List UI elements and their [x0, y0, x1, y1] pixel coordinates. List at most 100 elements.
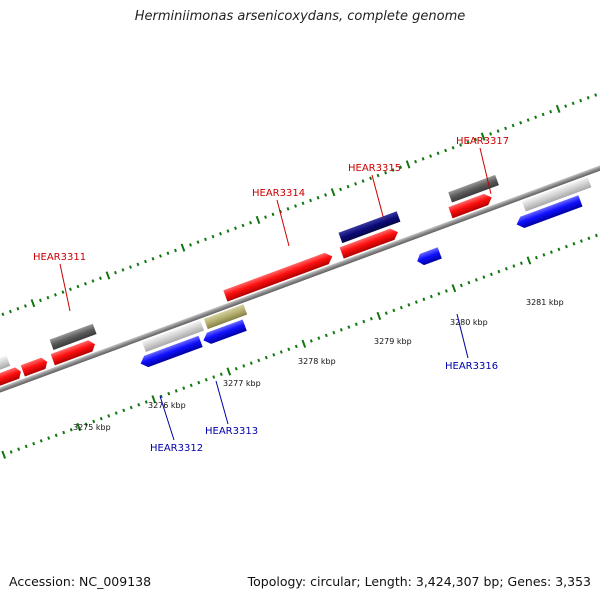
reverse-track-tick — [474, 278, 478, 282]
reverse-track-tick — [39, 439, 43, 443]
reverse-track-tick — [107, 414, 111, 418]
forward-track-tick — [166, 251, 170, 255]
reverse-track-tick — [497, 269, 501, 274]
gene-arrow-forward[interactable] — [20, 356, 50, 377]
forward-track-tick — [474, 137, 478, 142]
reverse-track-tick — [437, 292, 441, 296]
reverse-track-tick — [9, 450, 13, 454]
reverse-track-tick — [62, 430, 66, 435]
gene-arrow-forward-hear3314[interactable] — [223, 251, 334, 302]
reverse-track-tick — [287, 347, 291, 352]
gene-label-hear3315[interactable]: HEAR3315 — [348, 163, 401, 174]
forward-track-tick — [219, 232, 222, 236]
reverse-track-tick — [257, 358, 261, 363]
gene-arrow-reverse[interactable] — [138, 335, 203, 369]
forward-track-tick — [496, 129, 500, 133]
forward-track-tick — [316, 195, 320, 200]
forward-track-tick — [339, 187, 343, 192]
forward-track-tick — [354, 182, 358, 186]
reverse-track-tick — [594, 233, 598, 238]
gene-block-light[interactable] — [521, 176, 592, 212]
reverse-track-tick — [197, 380, 201, 385]
gene-block-navy[interactable] — [338, 211, 401, 244]
forward-track-tick — [249, 220, 252, 225]
forward-track-tick — [271, 212, 275, 217]
forward-track-tick — [234, 226, 237, 231]
forward-track-tick — [324, 193, 328, 197]
forward-track-tick — [174, 248, 177, 253]
forward-track-tick — [264, 215, 267, 219]
gene-block-dark[interactable] — [49, 323, 97, 350]
gene-label-hear3316[interactable]: HEAR3316 — [445, 361, 498, 372]
reverse-track-tick — [189, 383, 193, 388]
reverse-track-tick — [549, 250, 553, 254]
callout-line-hear3317 — [479, 147, 492, 195]
gene-label-hear3317[interactable]: HEAR3317 — [456, 136, 509, 147]
reverse-track-tick — [362, 319, 366, 324]
forward-track-tick — [204, 237, 207, 242]
reverse-track-tick — [174, 389, 178, 393]
forward-track-tick — [451, 146, 455, 150]
gene-label-hear3312[interactable]: HEAR3312 — [150, 443, 203, 454]
gene-arrow-forward-hear3315[interactable] — [339, 227, 400, 259]
forward-track-tick — [114, 270, 117, 275]
gene-arrow-forward[interactable] — [0, 366, 23, 394]
reverse-track-tick — [279, 350, 283, 354]
forward-track-tick — [105, 271, 111, 280]
reverse-track-tick — [92, 419, 96, 424]
forward-track-tick — [144, 259, 147, 264]
gene-arrow-forward-hear3311[interactable] — [50, 339, 97, 366]
forward-track-tick — [8, 309, 12, 314]
forward-track-tick — [68, 287, 72, 292]
reverse-track-tick — [32, 441, 36, 446]
reverse-track-tick — [301, 339, 307, 348]
reverse-track-tick — [54, 433, 58, 438]
reverse-track-tick — [249, 361, 253, 365]
reverse-track-tick — [332, 330, 336, 335]
reverse-callout-lines — [159, 313, 469, 441]
forward-track-tick — [376, 173, 380, 178]
forward-track-tick — [384, 170, 388, 175]
reverse-track-tick — [17, 447, 21, 451]
reverse-track-tick — [482, 275, 486, 279]
reverse-track-tick — [114, 411, 118, 415]
forward-track-tick — [391, 168, 395, 172]
gene-block-olive-hear3313[interactable] — [203, 304, 248, 330]
reverse-track-tick — [451, 284, 457, 293]
gene-arrow-reverse[interactable] — [515, 195, 583, 230]
kbp-label: 3275 kbp — [73, 423, 111, 432]
forward-track-tick — [294, 204, 297, 208]
gene-label-hear3313[interactable]: HEAR3313 — [205, 426, 258, 437]
gene-arrow-reverse[interactable] — [201, 319, 247, 346]
forward-track-tick — [526, 118, 530, 122]
reverse-track-tick — [369, 316, 373, 321]
gene-label-hear3314[interactable]: HEAR3314 — [252, 188, 305, 199]
forward-track-tick — [286, 207, 290, 211]
gene-arrow-forward-hear3317[interactable] — [448, 192, 493, 219]
callout-line-hear3312 — [159, 395, 175, 441]
reverse-track-tick — [137, 403, 141, 407]
reverse-track-tick — [534, 255, 538, 260]
forward-track-tick — [421, 157, 425, 161]
reverse-track-tick — [339, 328, 343, 332]
reverse-track-tick — [99, 416, 103, 421]
callout-line-hear3311 — [59, 263, 71, 312]
reverse-track-tick — [212, 375, 216, 379]
genome-stats-text: Topology: circular; Length: 3,424,307 bp… — [247, 574, 591, 589]
forward-track-tick — [564, 104, 568, 108]
forward-track-tick — [61, 290, 65, 294]
forward-track-tick — [480, 132, 486, 141]
gene-label-hear3311[interactable]: HEAR3311 — [33, 252, 86, 263]
gene-block-light-hear3312[interactable] — [142, 320, 205, 353]
gene-arrow-reverse-hear3316[interactable] — [415, 247, 442, 267]
genome-backbone — [0, 144, 600, 400]
forward-track-tick — [226, 229, 230, 233]
forward-track-tick — [459, 143, 463, 147]
reverse-track-tick — [69, 428, 73, 432]
gene-block-light[interactable] — [0, 355, 11, 380]
reverse-track-tick — [226, 367, 232, 376]
forward-track-tick — [361, 179, 365, 183]
reverse-track-tick — [519, 261, 523, 265]
reverse-track-tick — [309, 339, 313, 343]
gene-block-dark[interactable] — [448, 174, 499, 203]
